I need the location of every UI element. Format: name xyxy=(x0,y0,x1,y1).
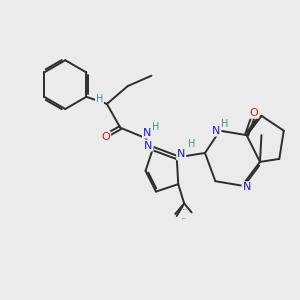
Text: methyl: methyl xyxy=(183,209,188,210)
Text: N: N xyxy=(143,128,151,138)
Text: N: N xyxy=(242,182,251,192)
Text: H: H xyxy=(188,139,195,149)
Text: N: N xyxy=(144,140,153,151)
Text: O: O xyxy=(101,132,110,142)
Text: N: N xyxy=(212,126,220,136)
Text: O: O xyxy=(250,108,258,118)
Text: H: H xyxy=(220,119,228,129)
Text: N: N xyxy=(177,149,185,160)
Text: H: H xyxy=(96,94,103,104)
Text: methyl: methyl xyxy=(182,218,187,219)
Text: H: H xyxy=(152,122,160,132)
